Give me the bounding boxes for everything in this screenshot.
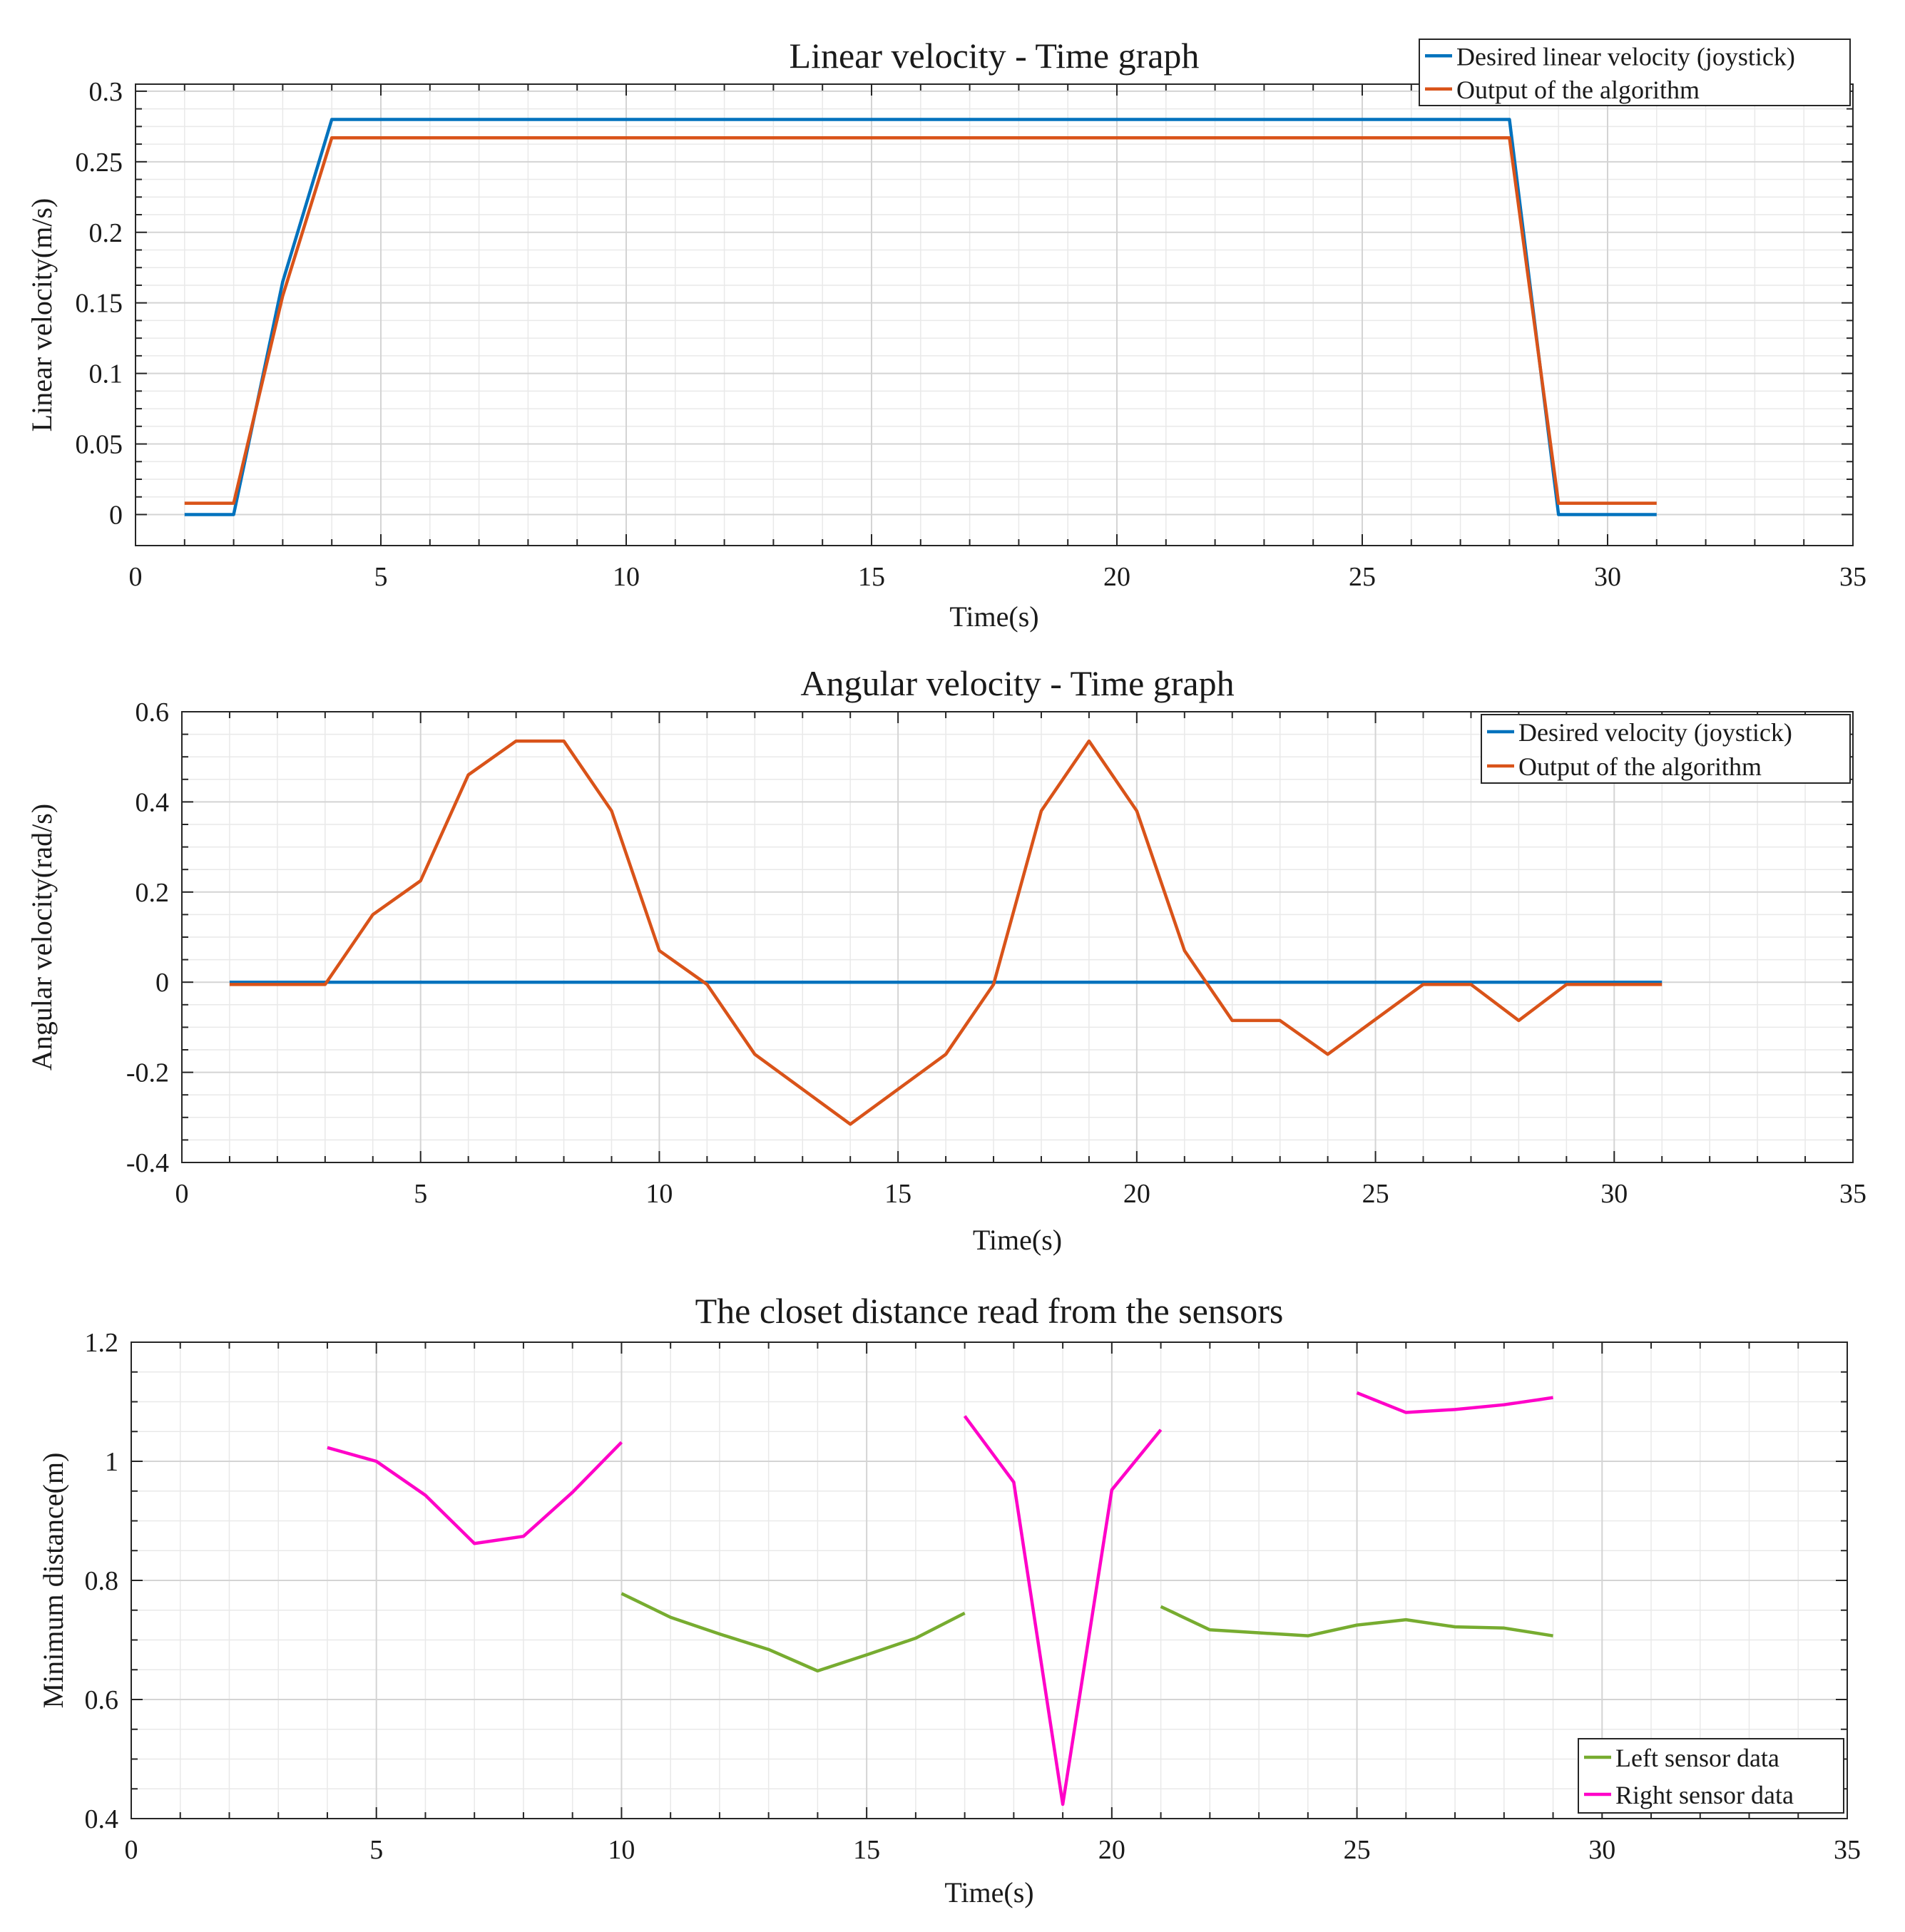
chart1: 0 5 10 15 20 25 30 35 0 0.05 0.1 0.15 0.2 0.25 0.3 Line…: [26, 36, 1866, 633]
chart2-y-tick-label: -0.2: [126, 1058, 169, 1088]
chart1-legend-label-2: Output of the algorithm: [1456, 76, 1700, 104]
chart2-legend: Desired velocity (joystick) Output of the…: [1481, 714, 1851, 784]
chart1-axes-box: [135, 83, 1854, 546]
chart2-x-tick-label: 5: [414, 1179, 427, 1209]
chart2-x-tick-label: 20: [1123, 1179, 1150, 1209]
chart1-x-tick-label: 0: [129, 562, 143, 592]
chart3-series-1-line-seg-2: [1160, 1605, 1553, 1637]
chart3: 0 5 10 15 20 25 30 35 0.4 0.6 0.8 1 1.2 The closet di…: [37, 1291, 1861, 1908]
chart1-y-tick-label: 0.3: [89, 77, 123, 107]
chart1-y-tick-label: 0: [109, 500, 123, 530]
chart2-x-tick-label: 25: [1362, 1179, 1389, 1209]
chart1-x-tick-label: 25: [1349, 562, 1376, 592]
chart3-y-tick-label: 0.4: [85, 1804, 119, 1834]
chart2-x-tick-label: 30: [1600, 1179, 1628, 1209]
chart3-legend-label-1: Left sensor data: [1615, 1744, 1779, 1772]
chart1-legend-label-1: Desired linear velocity (joystick): [1456, 42, 1795, 71]
chart1-x-tick-label: 30: [1594, 562, 1621, 592]
chart3-y-tick-label: 1.2: [85, 1328, 119, 1358]
chart1-legend: Desired linear velocity (joystick) Output…: [1419, 39, 1851, 106]
chart3-series-2-line-seg-2: [963, 1415, 1163, 1806]
chart3-x-tick-label: 30: [1588, 1835, 1615, 1865]
chart3-x-tick-label: 35: [1834, 1835, 1861, 1865]
chart3-y-tick-label: 1: [105, 1447, 118, 1477]
chart3-y-tick-label: 0.6: [85, 1685, 119, 1715]
chart1-y-tick-label: 0.1: [89, 359, 123, 389]
chart3-title: The closet distance read from the sensor…: [695, 1291, 1284, 1331]
chart3-x-tick-label: 15: [853, 1835, 880, 1865]
chart1-y-tick-label: 0.2: [89, 218, 123, 248]
chart3-x-tick-label: 0: [125, 1835, 138, 1865]
chart3-series-2-line-seg-1: [327, 1441, 623, 1545]
chart2-y-tick-label: 0.4: [136, 787, 170, 817]
chart2-x-tick-label: 10: [645, 1179, 673, 1209]
chart1-x-tick-label: 10: [613, 562, 640, 592]
chart3-series-1-line-seg-1: [620, 1592, 966, 1673]
chart3-x-tick-label: 5: [369, 1835, 383, 1865]
chart2-series-2-line: [229, 739, 1663, 1126]
chart3-legend-box: [1578, 1738, 1844, 1814]
chart1-title: Linear velocity - Time graph: [790, 36, 1200, 76]
chart2-legend-label-2: Output of the algorithm: [1518, 752, 1762, 781]
chart1-series-1-line: [184, 118, 1657, 516]
chart2: 0 5 10 15 20 25 30 35 -0.4 -0.2 0 0.2 0.4 0.6 Angular …: [26, 663, 1866, 1256]
chart2-y-tick-label: 0.2: [136, 878, 170, 908]
chart2-x-tick-label: 15: [884, 1179, 911, 1209]
chart2-y-tick-label: 0: [155, 968, 169, 998]
chart2-x-axis-label: Time(s): [973, 1224, 1062, 1256]
chart2-title: Angular velocity - Time graph: [800, 663, 1234, 703]
chart2-x-tick-label: 35: [1839, 1179, 1866, 1209]
chart1-x-tick-label: 15: [858, 562, 885, 592]
chart3-x-tick-label: 25: [1344, 1835, 1371, 1865]
chart1-legend-box: [1419, 39, 1851, 106]
chart2-legend-box: [1481, 714, 1851, 784]
chart2-y-tick-label: -0.4: [126, 1148, 169, 1178]
chart1-x-tick-label: 5: [374, 562, 388, 592]
chart2-x-tick-label: 0: [175, 1179, 189, 1209]
chart3-y-axis-label: Minimum distance(m): [37, 1453, 69, 1709]
chart1-x-axis-label: Time(s): [949, 600, 1038, 633]
chart1-y-tick-label: 0.15: [76, 289, 123, 319]
chart1-y-tick-label: 0.05: [76, 430, 123, 460]
chart3-x-axis-label: Time(s): [944, 1876, 1033, 1908]
chart3-y-tick-label: 0.8: [85, 1566, 119, 1596]
chart3-series-2-line-seg-3: [1356, 1391, 1553, 1414]
chart1-series-2-line: [184, 136, 1657, 505]
chart1-y-tick-label: 0.25: [76, 148, 123, 178]
chart1-y-axis-label: Linear velocity(m/s): [26, 198, 58, 432]
chart2-legend-label-1: Desired velocity (joystick): [1518, 718, 1792, 747]
chart2-y-tick-label: 0.6: [136, 697, 170, 727]
chart1-x-tick-label: 35: [1839, 562, 1866, 592]
chart2-y-axis-label: Angular velocity(rad/s): [26, 804, 58, 1070]
chart1-x-tick-label: 20: [1103, 562, 1130, 592]
chart3-legend: Left sensor data Right sensor data: [1578, 1738, 1844, 1814]
chart3-legend-label-2: Right sensor data: [1615, 1781, 1794, 1809]
chart3-x-tick-label: 20: [1098, 1835, 1125, 1865]
chart3-x-tick-label: 10: [608, 1835, 635, 1865]
